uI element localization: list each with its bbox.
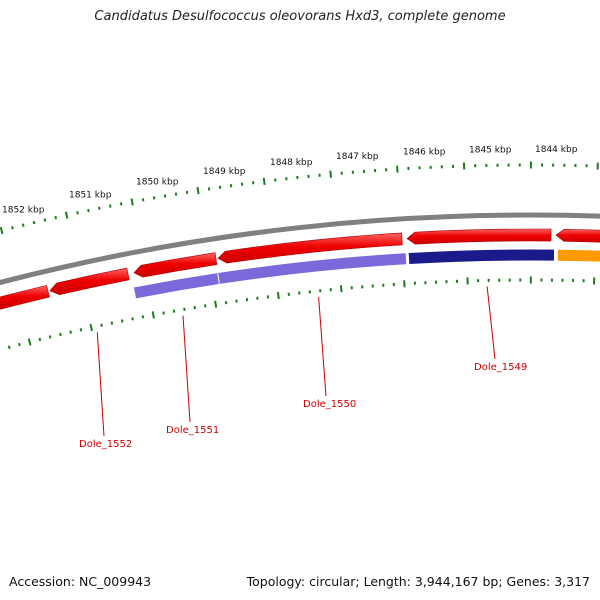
inner-tick bbox=[100, 323, 103, 327]
inner-tick bbox=[27, 338, 32, 346]
outer-tick bbox=[163, 194, 167, 198]
scale-label: 1844 kbp bbox=[535, 145, 578, 155]
gene-label: Dole_1549 bbox=[474, 362, 527, 373]
topology-text: Topology: circular; Length: 3,944,167 bp… bbox=[246, 574, 590, 589]
outer-tick bbox=[32, 220, 36, 225]
scale-label: 1852 kbp bbox=[2, 205, 45, 215]
inner-tick bbox=[38, 337, 42, 342]
gene-label: Dole_1550 bbox=[303, 399, 356, 410]
inner-tick bbox=[7, 345, 11, 349]
outer-tick bbox=[87, 208, 90, 213]
cog-bar bbox=[408, 249, 555, 265]
outer-tick bbox=[54, 215, 58, 220]
outer-tick bbox=[0, 226, 4, 235]
accession-text: Accession: NC_009943 bbox=[9, 574, 152, 589]
inner-tick bbox=[276, 291, 280, 300]
inner-tick bbox=[183, 307, 186, 311]
inner-tick bbox=[48, 335, 52, 339]
inner-tick bbox=[110, 321, 114, 325]
scale-label: 1850 kbp bbox=[136, 177, 179, 187]
outer-tick bbox=[262, 177, 266, 185]
outer-scale-ticks bbox=[0, 161, 599, 235]
outer-tick bbox=[98, 206, 101, 210]
outer-tick bbox=[64, 211, 69, 219]
cog-bar bbox=[557, 249, 600, 262]
inner-tick bbox=[131, 317, 134, 321]
inner-tick bbox=[69, 330, 72, 334]
scale-label: 1849 kbp bbox=[203, 167, 246, 177]
outer-tick bbox=[141, 198, 145, 202]
cog-bar bbox=[133, 273, 219, 299]
outer-tick bbox=[108, 204, 112, 208]
inner-tick bbox=[89, 323, 93, 332]
cds-arrow bbox=[406, 228, 552, 245]
map-title: Candidatus Desulfococcus oleovorans Hxd3… bbox=[94, 9, 506, 24]
cds-arrow bbox=[0, 285, 50, 310]
cds-layer bbox=[0, 228, 600, 310]
scale-labels: 1852 kbp 1851 kbp 1850 kbp 1849 kbp 1848 kbp… bbox=[2, 145, 578, 215]
inner-tick bbox=[59, 332, 62, 337]
scale-label: 1845 kbp bbox=[469, 145, 512, 155]
inner-tick bbox=[151, 311, 155, 319]
cds-arrow bbox=[133, 252, 218, 278]
outer-tick bbox=[196, 186, 200, 195]
outer-tick bbox=[21, 223, 25, 227]
scale-label: 1848 kbp bbox=[270, 158, 313, 168]
cds-arrow bbox=[49, 267, 130, 296]
outer-tick bbox=[152, 196, 156, 200]
inner-tick bbox=[18, 342, 21, 347]
outer-tick bbox=[11, 226, 14, 230]
inner-tick bbox=[339, 285, 343, 293]
gene-leader-line bbox=[318, 296, 327, 397]
scale-label: 1846 kbp bbox=[403, 148, 446, 158]
gene-leader-line bbox=[96, 332, 105, 437]
outer-tick bbox=[119, 202, 123, 206]
inner-tick bbox=[120, 319, 124, 323]
inner-scale-ticks bbox=[7, 276, 596, 349]
inner-tick bbox=[79, 328, 83, 332]
cog-layer bbox=[133, 249, 600, 299]
outer-tick bbox=[43, 218, 47, 222]
gene-leader-line bbox=[486, 286, 496, 360]
outer-tick bbox=[130, 198, 134, 206]
outer-tick bbox=[76, 211, 79, 215]
cds-arrow bbox=[555, 228, 600, 243]
inner-tick bbox=[214, 300, 218, 308]
cog-bar bbox=[218, 253, 407, 284]
inner-tick bbox=[162, 311, 165, 315]
gene-label-layer: Dole_1552 Dole_1551 Dole_1550 Dole_1549 bbox=[79, 286, 527, 450]
cds-arrow bbox=[217, 232, 403, 264]
inner-tick bbox=[141, 315, 145, 319]
outer-tick bbox=[329, 170, 332, 178]
scale-label: 1847 kbp bbox=[336, 152, 379, 162]
scale-label: 1851 kbp bbox=[69, 190, 112, 200]
inner-tick bbox=[172, 309, 176, 313]
backbone-layer bbox=[0, 212, 600, 286]
gene-label: Dole_1551 bbox=[166, 425, 219, 436]
gene-leader-line bbox=[182, 315, 191, 423]
backbone-arc bbox=[0, 212, 600, 286]
gene-label: Dole_1552 bbox=[79, 439, 132, 450]
